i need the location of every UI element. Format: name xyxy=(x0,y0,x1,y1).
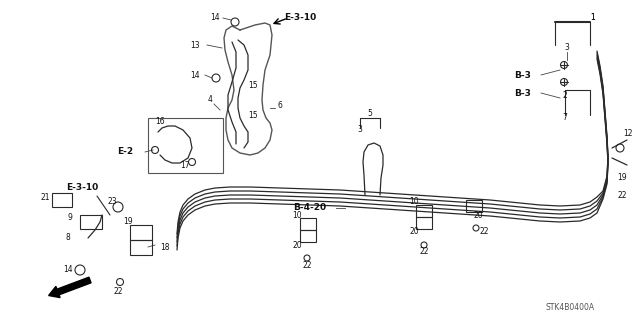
Text: 20: 20 xyxy=(292,241,302,249)
Text: 6: 6 xyxy=(278,100,282,109)
Text: 16: 16 xyxy=(155,117,165,127)
Bar xyxy=(416,217,432,229)
Text: 13: 13 xyxy=(190,41,200,49)
Text: 21: 21 xyxy=(40,192,50,202)
Text: STK4B0400A: STK4B0400A xyxy=(545,303,595,313)
Text: FR.: FR. xyxy=(70,280,86,290)
Bar xyxy=(300,230,316,242)
Text: 9: 9 xyxy=(68,213,72,222)
Text: 2: 2 xyxy=(563,91,568,100)
Text: 22: 22 xyxy=(617,190,627,199)
Bar xyxy=(300,218,316,230)
Text: 1: 1 xyxy=(591,13,595,23)
Text: 20: 20 xyxy=(409,227,419,236)
Text: 3: 3 xyxy=(564,43,570,53)
Text: 3: 3 xyxy=(358,125,362,135)
Text: 23: 23 xyxy=(107,197,117,206)
Text: 19: 19 xyxy=(123,217,133,226)
Text: B-4-20: B-4-20 xyxy=(293,204,326,212)
Text: 7: 7 xyxy=(563,114,568,122)
Text: 15: 15 xyxy=(248,110,258,120)
Text: E-3-10: E-3-10 xyxy=(66,183,98,192)
Text: 1: 1 xyxy=(591,13,595,23)
Text: B-3: B-3 xyxy=(515,88,531,98)
Text: 4: 4 xyxy=(207,95,212,105)
Text: 22: 22 xyxy=(419,248,429,256)
Text: 15: 15 xyxy=(248,80,258,90)
Text: 22: 22 xyxy=(479,227,489,236)
Text: 22: 22 xyxy=(113,287,123,296)
Bar xyxy=(80,215,102,229)
Text: B-3: B-3 xyxy=(515,70,531,79)
Text: 14: 14 xyxy=(190,70,200,79)
Text: 14: 14 xyxy=(210,13,220,23)
Text: 19: 19 xyxy=(617,174,627,182)
Text: 17: 17 xyxy=(180,160,190,169)
Bar xyxy=(466,200,482,212)
Text: 18: 18 xyxy=(160,242,170,251)
Text: 22: 22 xyxy=(302,261,312,270)
Text: E-3-10: E-3-10 xyxy=(284,13,316,23)
Text: 20: 20 xyxy=(473,211,483,219)
Text: 5: 5 xyxy=(367,108,372,117)
Bar xyxy=(416,205,432,217)
Bar xyxy=(130,225,152,240)
Text: 8: 8 xyxy=(66,234,70,242)
FancyArrow shape xyxy=(49,277,91,298)
Text: 10: 10 xyxy=(409,197,419,206)
Bar xyxy=(148,118,223,173)
Text: 12: 12 xyxy=(623,129,633,137)
Bar xyxy=(52,193,72,207)
Text: 10: 10 xyxy=(292,211,302,219)
Bar xyxy=(130,240,152,255)
Text: 14: 14 xyxy=(63,265,73,275)
Text: E-2: E-2 xyxy=(117,147,133,157)
